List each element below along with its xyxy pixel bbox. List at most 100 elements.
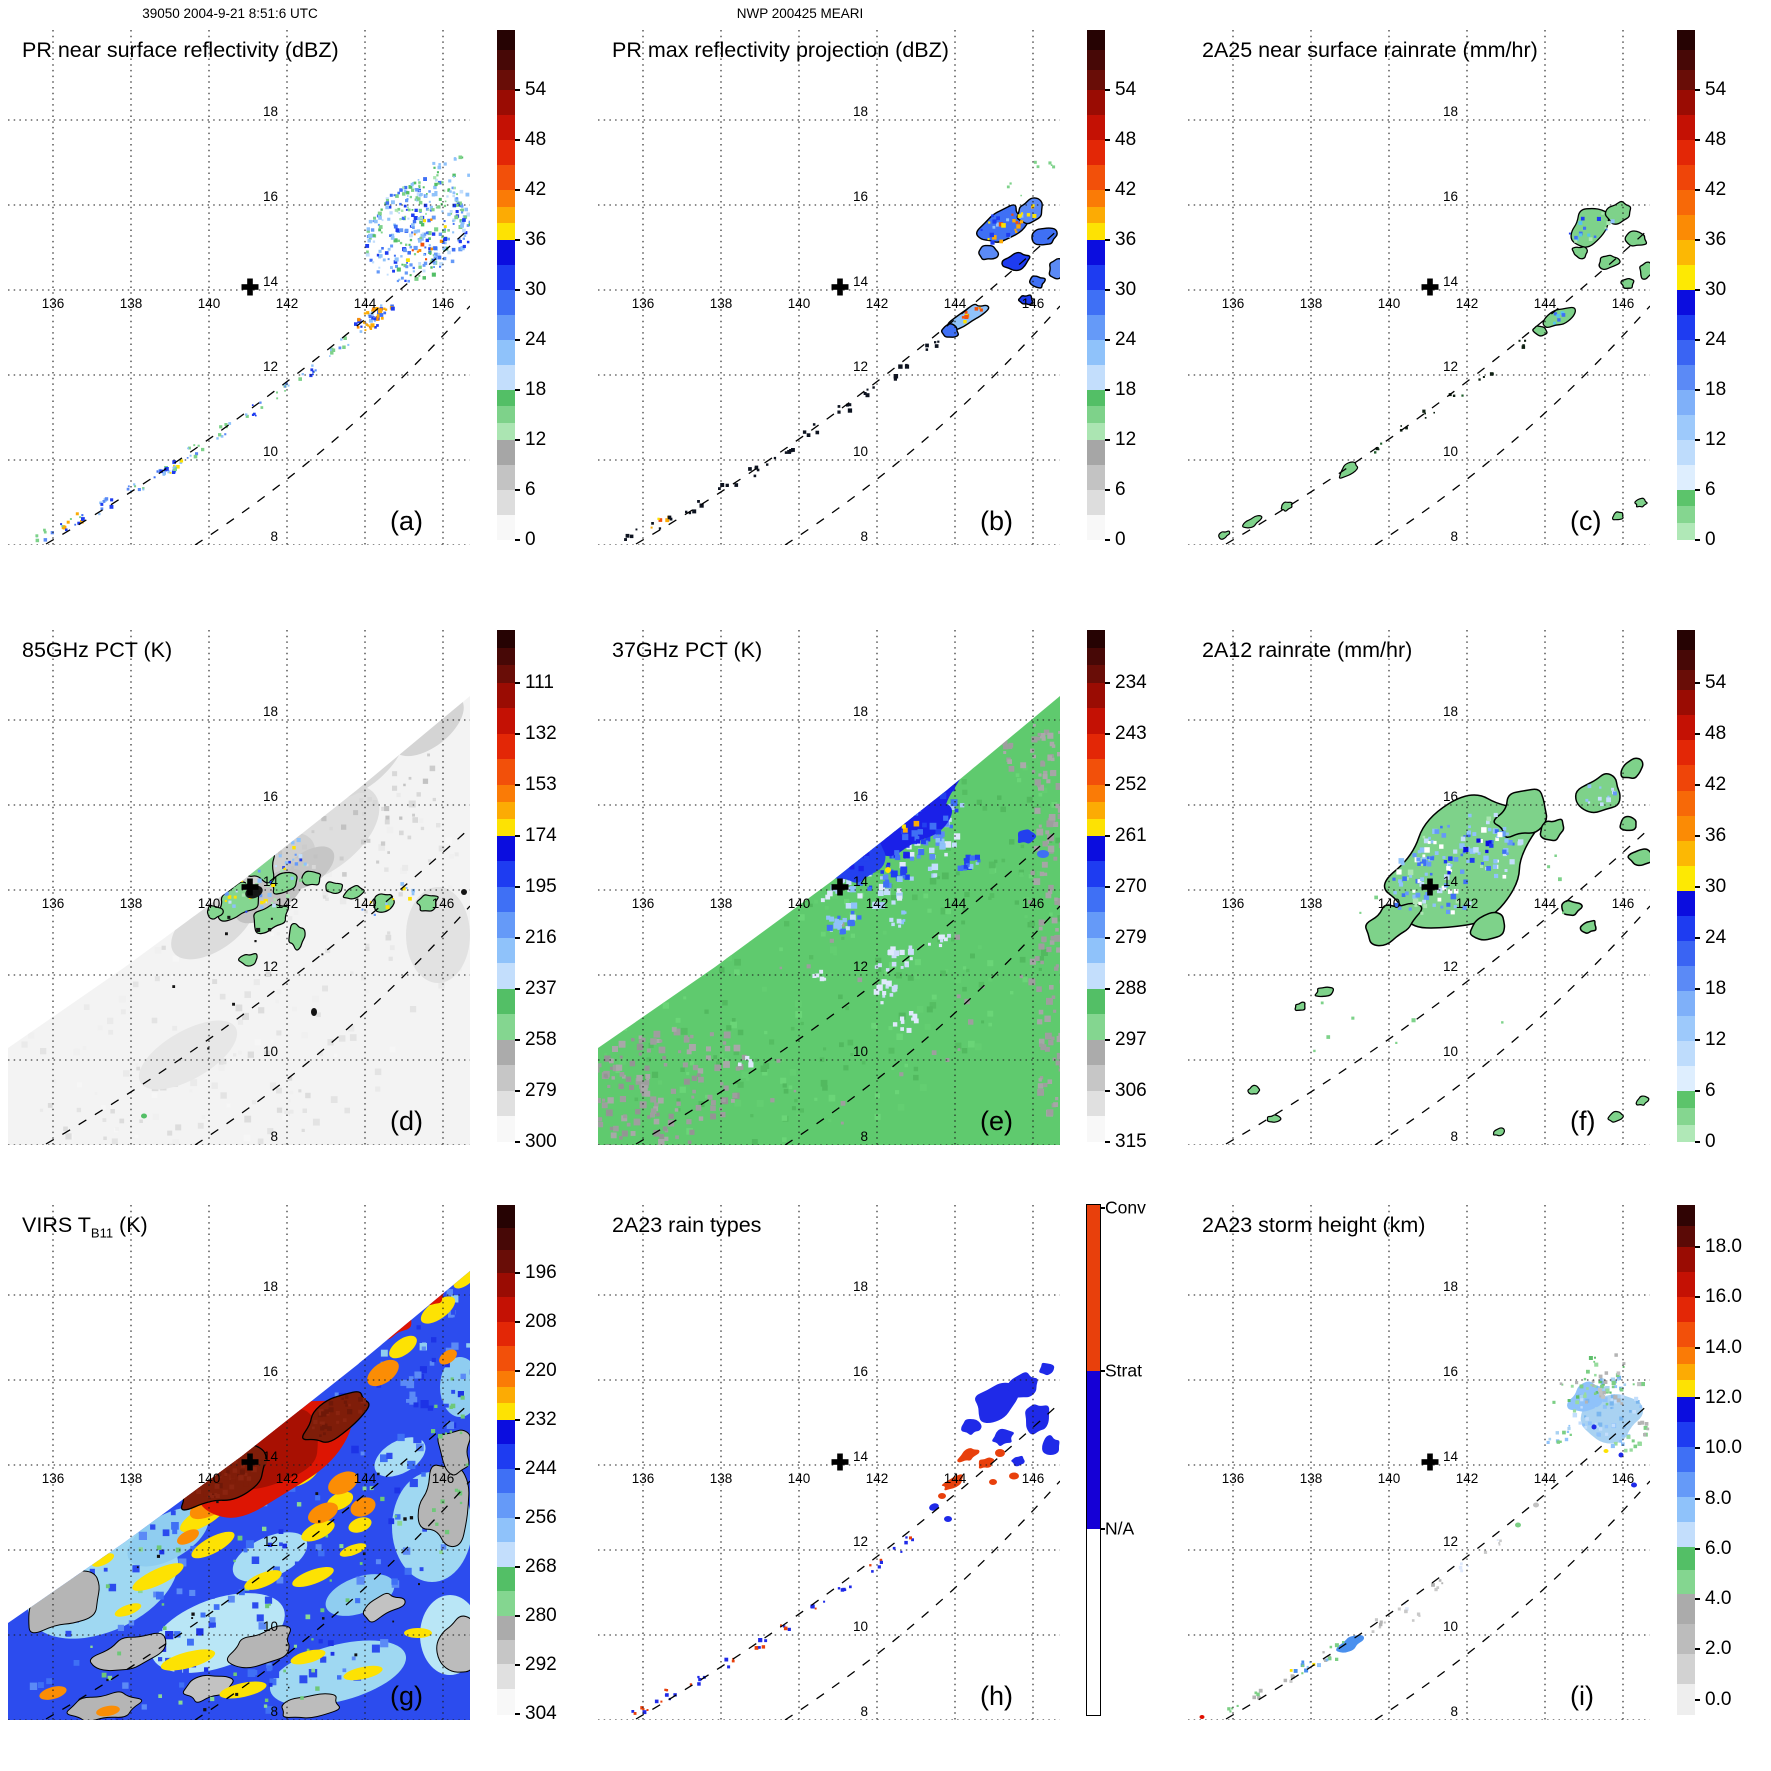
- colorbar-segment: [497, 1065, 515, 1091]
- speckle-cluster: [1322, 1641, 1345, 1662]
- colorbar-segment: [1677, 1496, 1695, 1522]
- map-patch: [453, 1271, 470, 1289]
- map-blob: [226, 1625, 291, 1669]
- speckle-cluster: [925, 340, 940, 351]
- colorbar-segment: [1087, 665, 1105, 683]
- colorbar-tick-label: 42: [1705, 178, 1727, 200]
- lon-label: 144: [1534, 296, 1557, 311]
- colorbar-segment: [1677, 1363, 1695, 1381]
- colorbar-tick-label: 153: [525, 773, 557, 795]
- lon-label: 142: [866, 296, 889, 311]
- colorbar-segment: [497, 1116, 515, 1142]
- map-grid: [1188, 1205, 1650, 1720]
- colorbar-segment: [1087, 1370, 1100, 1529]
- colorbar-tick-mark: [1695, 1648, 1700, 1651]
- lat-label: 16: [1443, 1364, 1458, 1379]
- map-data-layer: [1247, 757, 1650, 1137]
- colorbar-segment: [1677, 339, 1695, 365]
- colorbar-segment: [497, 89, 515, 115]
- speckle-cluster: [961, 306, 983, 324]
- map-patch: [339, 1543, 367, 1557]
- colorbar-tick-mark: [515, 489, 520, 492]
- lon-label: 138: [1300, 1471, 1323, 1486]
- colorbar-tick-label: 243: [1115, 722, 1147, 744]
- colorbar-tick-label: 297: [1115, 1029, 1147, 1050]
- swath-dashed-line-upper: [45, 227, 470, 545]
- colorbar-segment: [1677, 139, 1695, 165]
- map-blob: [1469, 911, 1506, 941]
- colorbar-segment: [1087, 963, 1105, 989]
- colorbar-segment: [1677, 630, 1695, 651]
- colorbar-tick-label: 12: [1705, 428, 1727, 450]
- colorbar-segment: [1677, 650, 1695, 671]
- colorbar-tick-label: 18.0: [1705, 1236, 1742, 1258]
- speckle-cluster: [893, 363, 910, 381]
- lat-label: 16: [263, 789, 278, 804]
- colorbar-segment: [1677, 49, 1695, 70]
- swath-dashed-line-upper: [45, 1402, 470, 1720]
- swath-dashed-line-lower: [784, 905, 1060, 1145]
- colorbar-segment: [497, 1640, 515, 1665]
- map-patch: [681, 964, 691, 972]
- colorbar-segment: [1677, 1091, 1695, 1109]
- lon-label: 140: [788, 296, 811, 311]
- colorbar-segment: [497, 423, 515, 440]
- speckle-cluster: [812, 969, 827, 982]
- colorbar-tick-label: 4.0: [1705, 1588, 1732, 1610]
- panel-b: PR max reflectivity projection (dBZ) 136 1…: [590, 0, 1180, 577]
- colorbar-tick-mark: [1695, 783, 1700, 786]
- map-blob: [416, 894, 439, 912]
- speckle-cluster: [1546, 1424, 1572, 1444]
- colorbar-segment: [1087, 514, 1105, 540]
- colorbar-tick-label: 6: [525, 479, 536, 501]
- colorbar-segment: [1087, 1039, 1105, 1066]
- header-storm-name: NWP 200425 MEARI: [736, 6, 864, 21]
- colorbar-segment: [1087, 389, 1105, 407]
- lat-label: 12: [1443, 959, 1458, 974]
- speckle-cluster: [1637, 1420, 1650, 1437]
- colorbar-tick-label: 237: [525, 978, 557, 999]
- colorbar-segment: [497, 1250, 515, 1273]
- colorbar-tick-label: 8.0: [1705, 1487, 1732, 1509]
- colorbar-segment: [497, 1387, 515, 1404]
- colorbar-tick-mark: [1105, 886, 1110, 889]
- lat-label: 8: [860, 529, 868, 544]
- speckle-cluster: [773, 448, 795, 460]
- speckle-cluster: [1568, 212, 1615, 243]
- colorbar-segment: [1677, 1296, 1695, 1322]
- map-patch: [308, 1502, 338, 1524]
- colorbar-tick-mark: [515, 834, 520, 837]
- colorbar-segment: [1677, 1653, 1695, 1684]
- colorbar-segment: [1087, 1065, 1105, 1091]
- colorbar-segment: [1677, 523, 1695, 540]
- panel-letter: (a): [390, 506, 423, 536]
- map-blob: [1598, 254, 1621, 270]
- speckle-cluster: [276, 382, 290, 400]
- map-patch: [142, 925, 152, 935]
- colorbar-tick-label: 12: [525, 428, 547, 450]
- colorbar-segment: [1677, 164, 1695, 190]
- colorbar-segment: [1677, 1346, 1695, 1364]
- colorbar-segment: [1677, 1321, 1695, 1347]
- colorbar-tick-mark: [1695, 732, 1700, 735]
- lat-label: 10: [1443, 444, 1458, 459]
- lat-label: 18: [1443, 1279, 1458, 1294]
- map-patch: [404, 1628, 432, 1638]
- map-patch: [177, 1529, 199, 1545]
- colorbar-tick-mark: [1105, 139, 1110, 141]
- map-blob: [437, 1429, 470, 1476]
- colorbar-segment: [497, 1370, 515, 1388]
- colorbar-tick-mark: [515, 1566, 520, 1569]
- colorbar-segment: [1677, 1546, 1695, 1571]
- speckle-cluster: [1371, 1618, 1386, 1633]
- colorbar-segment: [1087, 801, 1105, 819]
- lat-label: 12: [263, 959, 278, 974]
- colorbar-tick-label: 195: [525, 876, 557, 898]
- colorbar-segment: [1677, 414, 1695, 440]
- colorbar-tick-mark: [1695, 1598, 1700, 1601]
- map-data-layer: [1218, 200, 1650, 540]
- colorbar-segment: [497, 164, 515, 190]
- map-patch: [938, 1493, 946, 1499]
- colorbar-segment: [497, 733, 515, 760]
- map-blob: [436, 1615, 470, 1673]
